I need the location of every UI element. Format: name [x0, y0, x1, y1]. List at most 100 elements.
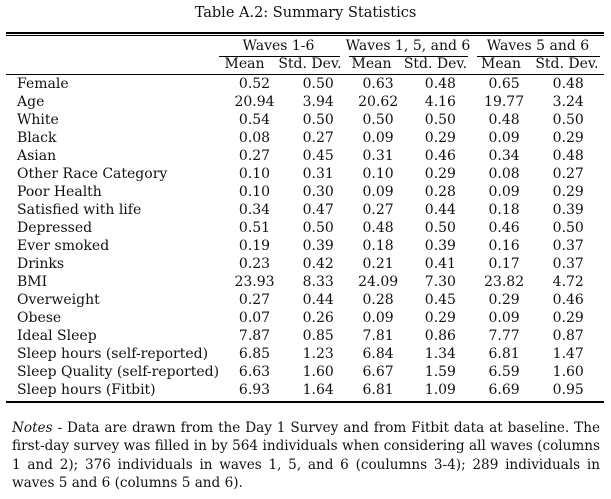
table-row: Asian 0.27 0.45 0.31 0.46 0.34 0.48 — [6, 147, 604, 165]
cell: 0.50 — [424, 112, 456, 128]
table-row: Depressed 0.51 0.50 0.48 0.50 0.46 0.50 — [6, 219, 604, 237]
cell: 6.85 — [238, 346, 271, 362]
cell: 7.30 — [424, 274, 456, 290]
cell: 20.62 — [358, 94, 399, 110]
cell: 0.16 — [488, 238, 520, 254]
cell: 3.94 — [302, 94, 334, 110]
row-label: Depressed — [17, 220, 93, 236]
subheader-mean-1: Mean — [224, 56, 265, 72]
cell: 0.45 — [302, 148, 334, 164]
row-label: White — [17, 112, 59, 128]
summary-stats-table: Female 0.52 0.50 0.63 0.48 0.65 0.48 Age 20.94 3… — [6, 75, 604, 399]
cell: 1.09 — [424, 382, 456, 398]
row-label: Asian — [17, 148, 57, 164]
row-label: Other Race Category — [17, 166, 168, 182]
cell: 0.30 — [302, 184, 334, 200]
subheader-stddev-1: Std. Dev. — [278, 56, 342, 72]
table-row: White 0.54 0.50 0.50 0.50 0.48 0.50 — [6, 111, 604, 129]
cell: 6.59 — [488, 364, 520, 380]
table-row: Drinks 0.23 0.42 0.21 0.41 0.17 0.37 — [6, 255, 604, 273]
cell: 1.59 — [424, 364, 456, 380]
cell: 6.69 — [488, 382, 520, 398]
cell: 0.86 — [424, 328, 456, 344]
cell: 0.45 — [424, 292, 456, 308]
row-label: Age — [17, 94, 45, 110]
table-row: Other Race Category 0.10 0.31 0.10 0.29 0.08 0… — [6, 165, 604, 183]
group-underline-1 — [219, 56, 340, 57]
cell: 1.64 — [302, 382, 334, 398]
cell: 0.09 — [488, 184, 520, 200]
table-row: Ideal Sleep 7.87 0.85 7.81 0.86 7.77 0.87 — [6, 327, 604, 345]
table-caption: Table A.2: Summary Statistics — [194, 5, 417, 21]
cell: 7.77 — [488, 328, 520, 344]
cell: 4.16 — [424, 94, 456, 110]
cell: 0.29 — [424, 166, 456, 182]
cell: 0.46 — [424, 148, 456, 164]
cell: 0.50 — [302, 76, 334, 92]
subheader-stddev-3: Std. Dev. — [535, 56, 599, 72]
cell: 7.81 — [362, 328, 394, 344]
cell: 0.31 — [362, 148, 394, 164]
group-underline-3 — [477, 56, 600, 57]
cell: 0.95 — [552, 382, 584, 398]
cell: 6.84 — [362, 346, 394, 362]
cell: 1.23 — [302, 346, 334, 362]
cell: 0.48 — [424, 76, 456, 92]
header-rule — [6, 74, 604, 75]
cell: 0.19 — [238, 238, 271, 254]
cell: 0.39 — [552, 202, 584, 218]
cell: 0.37 — [552, 256, 584, 272]
cell: 0.26 — [302, 310, 334, 326]
table-row: Ever smoked 0.19 0.39 0.18 0.39 0.16 0.37 — [6, 237, 604, 255]
cell: 0.48 — [552, 76, 584, 92]
cell: 1.60 — [302, 364, 334, 380]
cell: 0.09 — [362, 184, 394, 200]
cell: 0.29 — [552, 130, 584, 146]
cell: 0.09 — [362, 310, 394, 326]
row-label: Overweight — [17, 292, 100, 308]
cell: 24.09 — [358, 274, 399, 290]
cell: 0.17 — [488, 256, 520, 272]
cell: 23.82 — [484, 274, 525, 290]
table-row: Black 0.08 0.27 0.09 0.29 0.09 0.29 — [6, 129, 604, 147]
cell: 0.10 — [238, 166, 271, 182]
notes-text: - Data are drawn from the Day 1 Survey a… — [12, 420, 600, 491]
row-label: Sleep Quality (self-reported) — [17, 364, 220, 380]
bottom-rule — [6, 401, 604, 403]
table-row: Poor Health 0.10 0.30 0.09 0.28 0.09 0.29 — [6, 183, 604, 201]
cell: 0.44 — [424, 202, 456, 218]
cell: 0.28 — [424, 184, 456, 200]
table-notes: Notes - Data are drawn from the Day 1 Su… — [12, 419, 600, 492]
cell: 0.29 — [552, 310, 584, 326]
group-header-waves-1-6: Waves 1-6 — [242, 38, 315, 54]
cell: 0.50 — [552, 220, 584, 236]
cell: 0.52 — [238, 76, 271, 92]
cell: 6.63 — [238, 364, 271, 380]
table-row: Sleep hours (Fitbit) 6.93 1.64 6.81 1.09 6.69… — [6, 381, 604, 399]
notes-label: Notes — [12, 420, 53, 436]
cell: 0.39 — [302, 238, 334, 254]
cell: 0.41 — [424, 256, 456, 272]
cell: 0.27 — [238, 148, 271, 164]
cell: 19.77 — [484, 94, 525, 110]
cell: 0.27 — [238, 292, 271, 308]
row-label: Drinks — [17, 256, 65, 272]
group-header-waves-1-5-6: Waves 1, 5, and 6 — [345, 38, 471, 54]
cell: 0.29 — [424, 130, 456, 146]
row-label: Obese — [17, 310, 62, 326]
cell: 0.29 — [488, 292, 520, 308]
cell: 20.94 — [234, 94, 275, 110]
cell: 6.67 — [362, 364, 394, 380]
cell: 0.07 — [238, 310, 271, 326]
cell: 0.46 — [488, 220, 520, 236]
row-label: BMI — [17, 274, 48, 290]
cell: 6.81 — [362, 382, 394, 398]
table-row: Female 0.52 0.50 0.63 0.48 0.65 0.48 — [6, 75, 604, 93]
table-row: Satisfied with life 0.34 0.47 0.27 0.44 0.18 0… — [6, 201, 604, 219]
cell: 0.34 — [488, 148, 520, 164]
cell: 0.50 — [302, 112, 334, 128]
row-label: Black — [17, 130, 57, 146]
cell: 0.08 — [488, 166, 520, 182]
cell: 0.09 — [488, 130, 520, 146]
row-label: Poor Health — [17, 184, 102, 200]
